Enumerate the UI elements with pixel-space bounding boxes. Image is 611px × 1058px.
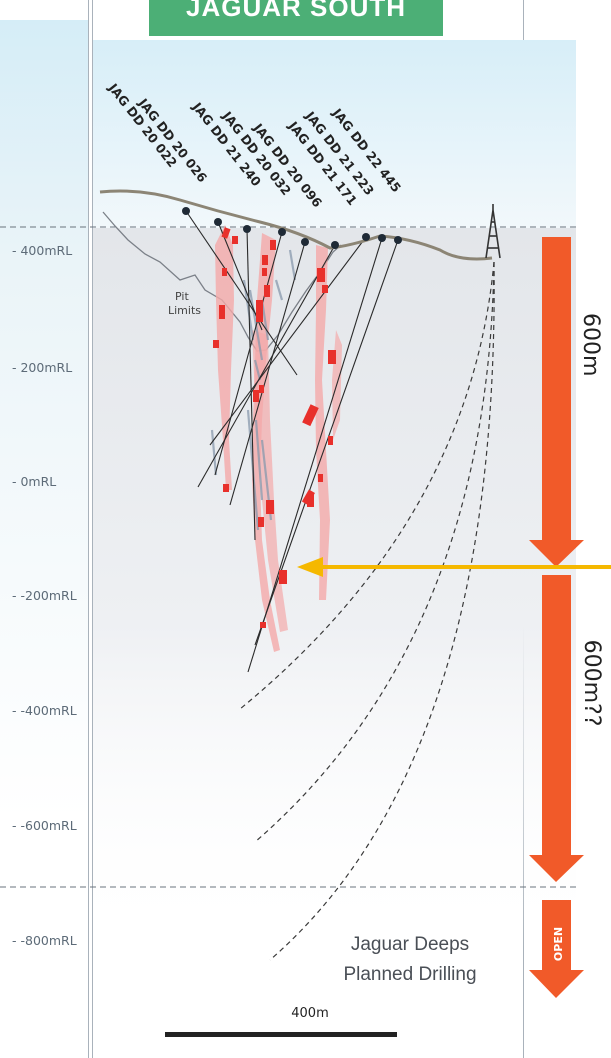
rl-label-400: 400mRL: [12, 243, 72, 258]
lode-central-lower: [252, 330, 288, 632]
pit-limits-outline: [102, 211, 342, 352]
open-badge-text: OPEN: [552, 926, 565, 962]
planned-drilling-line-2: Planned Drilling: [343, 964, 477, 985]
left-axis-frame: [0, 0, 89, 1058]
ground-background: [93, 228, 576, 948]
rl-label-minus-200: -200mRL: [12, 588, 76, 603]
left-background: [0, 20, 88, 820]
rl-label-minus-400: -400mRL: [12, 703, 76, 718]
depth-label-upper: 600m: [578, 313, 603, 377]
drill-rig-icon: [485, 204, 501, 259]
pit-label: Pit Limits: [168, 290, 201, 317]
scale-bar: [165, 1032, 397, 1037]
pointer-arrow: [297, 557, 611, 577]
rl-label-0: 0mRL: [12, 474, 56, 489]
depth-label-lower: 600m??: [579, 639, 604, 727]
intercepts: [213, 227, 336, 628]
rl-label-minus-800: -800mRL: [12, 933, 76, 948]
rl-label-200: 200mRL: [12, 360, 72, 375]
scale-label: 400m: [291, 1006, 329, 1021]
lode-east: [315, 245, 330, 600]
topography-line: [99, 189, 493, 261]
drill-collars: [182, 207, 402, 249]
drill-traces: [185, 210, 399, 673]
planned-drilling-line-1: Jaguar Deeps: [350, 934, 470, 955]
planned-drilling-label: Jaguar Deeps Planned Drilling: [310, 930, 510, 990]
page-title: JAGUAR SOUTH: [149, 0, 443, 36]
planned-drill-traces: [239, 261, 495, 961]
rl-label-minus-600: -600mRL: [12, 818, 76, 833]
